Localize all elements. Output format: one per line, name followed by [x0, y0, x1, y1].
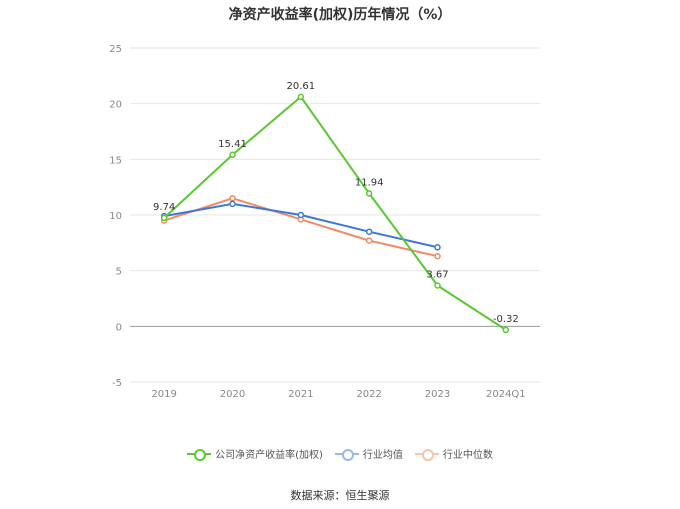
legend-item-company[interactable]: 公司净资产收益率(加权)	[187, 446, 323, 461]
legend-label-avg: 行业均值	[362, 450, 403, 461]
y-tick-label: -5	[112, 378, 122, 389]
data-label-company: 3.67	[426, 269, 448, 280]
data-point-company	[297, 93, 305, 101]
data-point-company	[160, 214, 168, 222]
x-tick-label: 2024Q1	[486, 389, 526, 400]
data-point-median	[434, 252, 441, 260]
y-tick-label: 10	[109, 211, 122, 222]
data-point-company	[365, 190, 373, 197]
x-tick-label: 2020	[220, 389, 245, 400]
data-label-company: 11.94	[355, 177, 384, 188]
data-label-company: 9.74	[153, 202, 175, 213]
data-point-company	[229, 151, 236, 159]
series-line-median	[163, 197, 438, 258]
y-tick-label: 20	[109, 100, 122, 111]
chart-title: 净资产收益率(加权)历年情况（%）	[228, 7, 452, 23]
data-label-company: -0.32	[493, 314, 519, 325]
data-label-company: 20.61	[287, 81, 316, 92]
data-point-avg	[229, 200, 236, 208]
data-point-avg	[434, 244, 441, 251]
data-label-company: 15.41	[218, 139, 247, 150]
legend-marker-company	[187, 448, 212, 461]
data-point-avg	[365, 228, 373, 235]
y-tick-label: 0	[116, 322, 122, 333]
series-line-avg	[163, 202, 438, 249]
legend-label-median: 行业中位数	[442, 450, 493, 461]
series-line-company	[163, 95, 507, 331]
chart-area: -5 0 5 10 15 20 25 2019 2020 2021 2022 2023 2024Q1 9.…	[109, 44, 540, 400]
data-source: 数据来源：恒生聚源	[290, 489, 390, 502]
legend-marker-median	[414, 448, 439, 461]
legend-label-company: 公司净资产收益率(加权)	[215, 450, 323, 461]
y-tick-label: 5	[116, 267, 122, 278]
y-tick-label: 25	[109, 44, 122, 55]
data-point-median	[229, 195, 236, 202]
data-point-company	[434, 282, 441, 289]
data-point-median	[365, 237, 373, 244]
y-tick-label: 15	[109, 155, 122, 166]
data-point-avg	[297, 211, 305, 219]
x-tick-label: 2019	[151, 389, 176, 400]
legend-item-avg[interactable]: 行业均值	[334, 446, 403, 461]
x-tick-label: 2022	[356, 389, 381, 400]
x-tick-label: 2023	[425, 389, 450, 400]
legend-item-median[interactable]: 行业中位数	[414, 446, 493, 461]
legend: 公司净资产收益率(加权) 行业均值 行业中位数	[0, 446, 680, 461]
legend-marker-avg	[334, 448, 359, 461]
data-point-company	[502, 326, 510, 334]
x-tick-label: 2021	[288, 389, 313, 400]
